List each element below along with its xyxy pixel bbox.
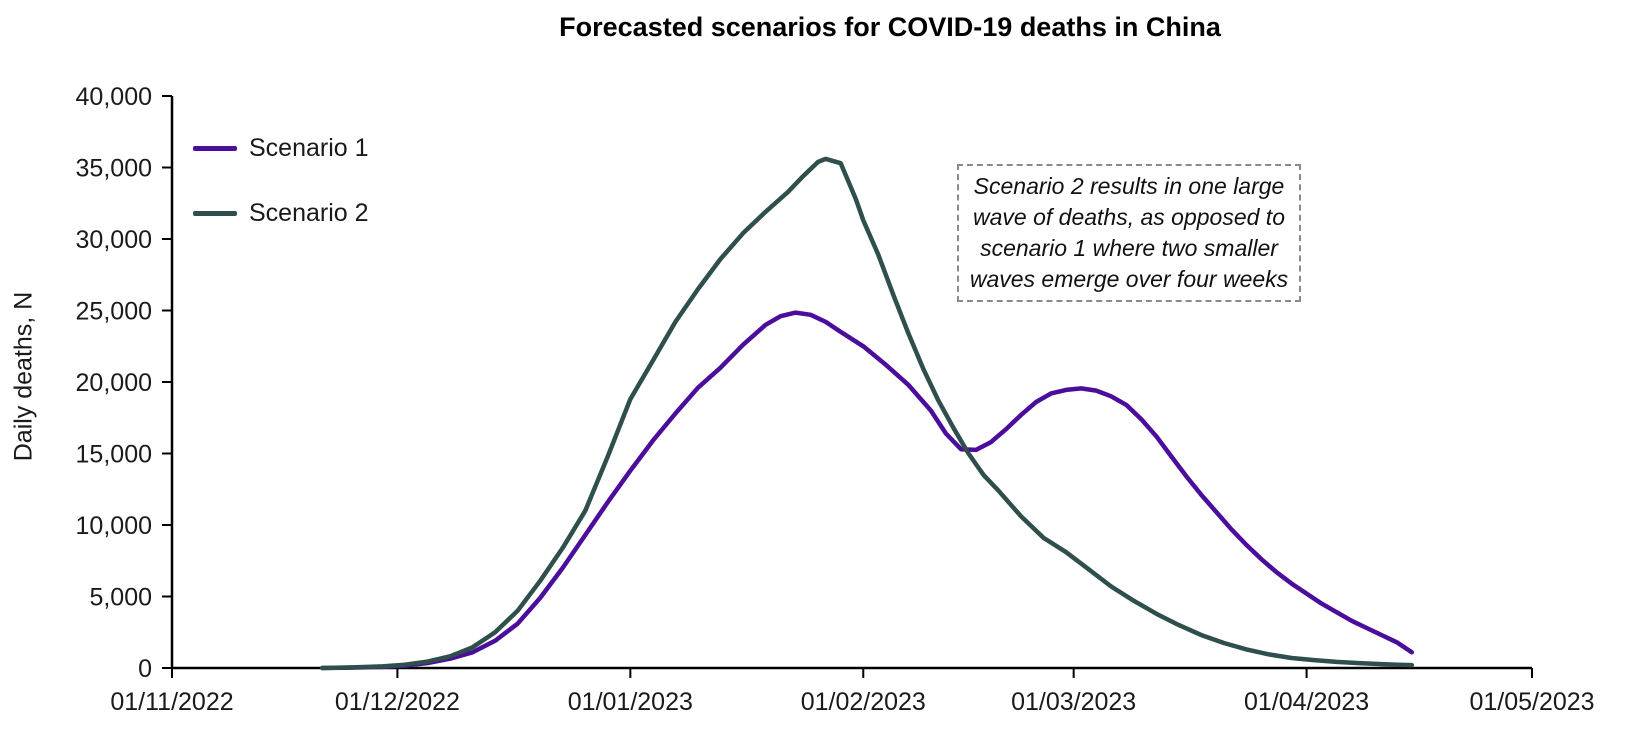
y-tick-label: 20,000: [76, 369, 152, 397]
legend: Scenario 1 Scenario 2: [193, 128, 369, 258]
y-tick-label: 5,000: [89, 584, 152, 612]
y-tick-label: 30,000: [76, 226, 152, 254]
x-tick-label: 01/12/2022: [335, 688, 460, 716]
annotation-line: scenario 1 where two smaller: [980, 235, 1278, 261]
chart-title: Forecasted scenarios for COVID-19 deaths…: [559, 12, 1221, 42]
legend-item-scenario-2: Scenario 2: [193, 193, 369, 233]
x-tick-label: 01/03/2023: [1011, 688, 1136, 716]
series-line-scenario-1: [320, 310, 1415, 671]
x-tick-label: 01/11/2022: [110, 688, 233, 716]
annotation-box: Scenario 2 results in one large wave of …: [957, 164, 1301, 302]
series-line-scenario-2: [320, 156, 1415, 671]
legend-label-scenario-1: Scenario 1: [249, 133, 369, 162]
x-tick-label: 01/01/2023: [568, 688, 693, 716]
scenario-1-line-swatch: [193, 145, 237, 151]
y-tick-label: 40,000: [76, 83, 152, 111]
x-tick-label: 01/02/2023: [801, 688, 926, 716]
annotation-line: waves emerge over four weeks: [969, 266, 1289, 292]
x-tick-label: 01/05/2023: [1469, 688, 1594, 716]
y-tick-label: 15,000: [76, 441, 152, 469]
y-tick-label: 25,000: [76, 298, 152, 326]
x-tick-label: 01/04/2023: [1244, 688, 1369, 716]
annotation-line: wave of deaths, as opposed to: [973, 204, 1285, 230]
y-tick-label: 0: [138, 655, 152, 683]
legend-item-scenario-1: Scenario 1: [193, 128, 369, 168]
scenario-2-line-swatch: [193, 210, 237, 216]
annotation-line: Scenario 2 results in one large: [973, 173, 1285, 199]
legend-label-scenario-2: Scenario 2: [249, 198, 369, 227]
y-tick-label: 10,000: [76, 512, 152, 540]
y-tick-label: 35,000: [76, 155, 152, 183]
